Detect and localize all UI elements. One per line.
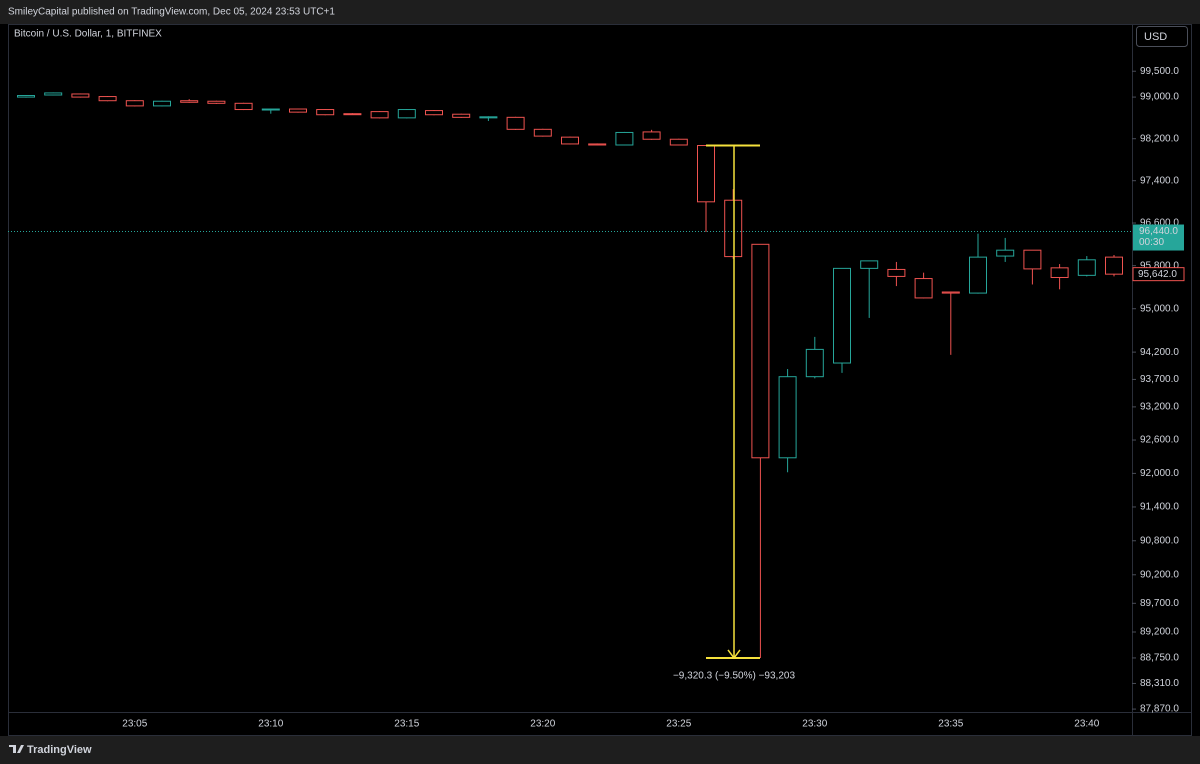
candle-body <box>860 260 879 269</box>
top-bar <box>0 0 1200 24</box>
y-tick-label: 92,600.0 <box>1140 435 1179 446</box>
candle-body <box>533 128 552 137</box>
y-tick-label: 97,400.0 <box>1140 175 1179 186</box>
price-label: 96,440.0 <box>1139 226 1178 237</box>
footer-bar <box>0 736 1200 764</box>
x-tick-label: 23:30 <box>802 719 827 730</box>
y-tick-label: 94,200.0 <box>1140 347 1179 358</box>
candle-body <box>125 100 144 107</box>
countdown: 00:30 <box>1139 237 1164 248</box>
candle-body <box>479 116 498 119</box>
chart-title: Bitcoin / U.S. Dollar, 1, BITFINEX <box>14 29 162 40</box>
x-tick-label: 23:20 <box>530 719 555 730</box>
measure-label: −9,320.3 (−9.50%) −93,203 <box>673 671 795 682</box>
measure-arrow <box>727 649 741 660</box>
candle-body <box>234 102 253 111</box>
x-tick-label: 23:35 <box>938 719 963 730</box>
candle-body <box>751 243 770 459</box>
y-tick-label: 89,200.0 <box>1140 627 1179 638</box>
price-label: 95,642.0 <box>1138 269 1177 280</box>
candle-body <box>506 116 525 130</box>
candle-body <box>425 110 443 116</box>
brand: TradingView <box>27 744 92 756</box>
candle-body <box>588 143 607 146</box>
candle-body <box>833 267 851 364</box>
candle-body <box>452 113 471 118</box>
y-tick-label: 88,310.0 <box>1140 678 1179 689</box>
x-tick-label: 23:05 <box>122 719 147 730</box>
candle-body <box>561 136 579 145</box>
y-tick-label: 95,000.0 <box>1140 303 1179 314</box>
y-tick-label: 89,700.0 <box>1140 598 1179 609</box>
publisher: SmileyCapital published on TradingView.c… <box>8 7 335 18</box>
y-tick-label: 96,600.0 <box>1140 218 1179 229</box>
candle-body <box>941 291 960 294</box>
y-tick-label: 87,870.0 <box>1140 704 1179 715</box>
candle-body <box>914 278 933 299</box>
candle-body <box>343 113 362 116</box>
candle-body <box>98 96 117 102</box>
y-tick-label: 90,200.0 <box>1140 569 1179 580</box>
y-tick-label: 92,000.0 <box>1140 468 1179 479</box>
candle-body <box>153 100 171 107</box>
candle-body <box>370 111 389 119</box>
y-tick-label: 90,800.0 <box>1140 535 1179 546</box>
logo <box>9 745 24 753</box>
y-tick-label: 99,000.0 <box>1140 92 1179 103</box>
candle-body <box>289 108 307 113</box>
candle-body <box>642 131 661 140</box>
price-label-box <box>1133 224 1184 251</box>
candle-body <box>180 100 199 103</box>
candle-body <box>697 145 715 203</box>
candle-body <box>1050 267 1069 278</box>
frame <box>8 24 1192 736</box>
y-tick-label: 91,400.0 <box>1140 502 1179 513</box>
candle-body <box>397 109 416 119</box>
candle-body <box>261 108 280 111</box>
candle-body <box>1023 249 1042 270</box>
currency[interactable]: USD <box>1144 31 1167 43</box>
candle-body <box>805 348 824 378</box>
candle-body <box>669 138 688 146</box>
price-label-box <box>1132 267 1185 282</box>
candle-body <box>1105 256 1123 275</box>
x-tick-label: 23:15 <box>394 719 419 730</box>
y-tick-label: 93,200.0 <box>1140 402 1179 413</box>
candle-body <box>44 92 63 96</box>
candle-body <box>724 199 743 258</box>
y-tick-label: 99,500.0 <box>1140 66 1179 77</box>
candle-body <box>778 376 797 459</box>
candle-body <box>316 109 335 116</box>
x-tick-label: 23:40 <box>1074 719 1099 730</box>
candle-body <box>71 93 90 98</box>
y-tick-label: 88,750.0 <box>1140 653 1179 664</box>
candle-body <box>17 95 35 98</box>
y-tick-label: 95,800.0 <box>1140 260 1179 271</box>
candle-body <box>887 268 906 277</box>
candle-body <box>969 256 987 294</box>
y-tick-label: 98,200.0 <box>1140 133 1179 144</box>
candle-body <box>207 100 226 104</box>
currency-button[interactable] <box>1136 26 1188 47</box>
y-tick-label: 93,700.0 <box>1140 374 1179 385</box>
x-tick-label: 23:10 <box>258 719 283 730</box>
candle-body <box>1077 259 1096 276</box>
candle-body <box>615 131 634 146</box>
candle-body <box>996 249 1015 257</box>
x-tick-label: 23:25 <box>666 719 691 730</box>
